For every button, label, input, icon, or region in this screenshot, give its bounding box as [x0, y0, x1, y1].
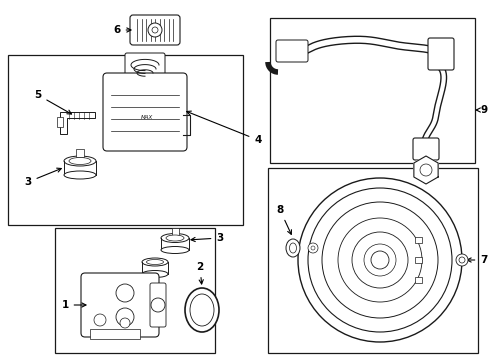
PathPatch shape	[60, 112, 95, 134]
Circle shape	[94, 314, 106, 326]
Text: 9: 9	[475, 105, 487, 115]
Ellipse shape	[64, 171, 96, 179]
Circle shape	[152, 27, 158, 33]
Text: 8: 8	[276, 205, 291, 234]
Circle shape	[120, 318, 130, 328]
Bar	[414, 277, 421, 283]
Circle shape	[363, 244, 395, 276]
Circle shape	[297, 178, 461, 342]
Bar	[8, 55, 243, 225]
Text: 4: 4	[186, 111, 261, 145]
Polygon shape	[413, 156, 437, 184]
Ellipse shape	[69, 158, 91, 165]
Circle shape	[116, 284, 134, 302]
Text: 5: 5	[34, 90, 71, 114]
Circle shape	[370, 251, 388, 269]
FancyBboxPatch shape	[412, 138, 438, 160]
Bar	[76, 149, 84, 157]
Text: 1: 1	[61, 300, 86, 310]
Ellipse shape	[190, 294, 214, 326]
FancyBboxPatch shape	[81, 273, 159, 337]
Circle shape	[351, 232, 407, 288]
Circle shape	[455, 254, 467, 266]
Text: MAX: MAX	[141, 114, 153, 120]
Ellipse shape	[285, 239, 299, 257]
Circle shape	[116, 308, 134, 326]
FancyBboxPatch shape	[275, 40, 307, 62]
FancyBboxPatch shape	[130, 15, 180, 45]
Circle shape	[151, 298, 164, 312]
Bar	[414, 257, 421, 263]
Text: 3: 3	[24, 168, 61, 187]
Text: 6: 6	[113, 25, 131, 35]
Text: 7: 7	[466, 255, 487, 265]
Bar	[267, 168, 477, 353]
Ellipse shape	[142, 270, 168, 278]
FancyBboxPatch shape	[150, 283, 165, 327]
Circle shape	[307, 243, 317, 253]
Ellipse shape	[142, 258, 168, 266]
Bar	[269, 18, 474, 163]
Bar	[90, 329, 140, 339]
Ellipse shape	[184, 288, 219, 332]
Circle shape	[148, 23, 162, 37]
Circle shape	[337, 218, 421, 302]
Ellipse shape	[161, 247, 189, 253]
Bar	[172, 228, 179, 235]
Circle shape	[310, 246, 314, 250]
Bar	[414, 237, 421, 243]
Ellipse shape	[161, 234, 189, 243]
FancyBboxPatch shape	[427, 38, 453, 70]
FancyBboxPatch shape	[125, 53, 164, 79]
FancyBboxPatch shape	[103, 73, 186, 151]
Ellipse shape	[64, 156, 96, 166]
Circle shape	[321, 202, 437, 318]
Ellipse shape	[289, 243, 296, 253]
Circle shape	[458, 257, 464, 263]
Text: 3: 3	[191, 233, 223, 243]
Circle shape	[419, 164, 431, 176]
Ellipse shape	[146, 260, 163, 265]
Bar	[55, 228, 215, 353]
Ellipse shape	[165, 235, 183, 241]
Circle shape	[307, 188, 451, 332]
Text: 2: 2	[196, 262, 203, 284]
Bar	[57, 117, 63, 127]
